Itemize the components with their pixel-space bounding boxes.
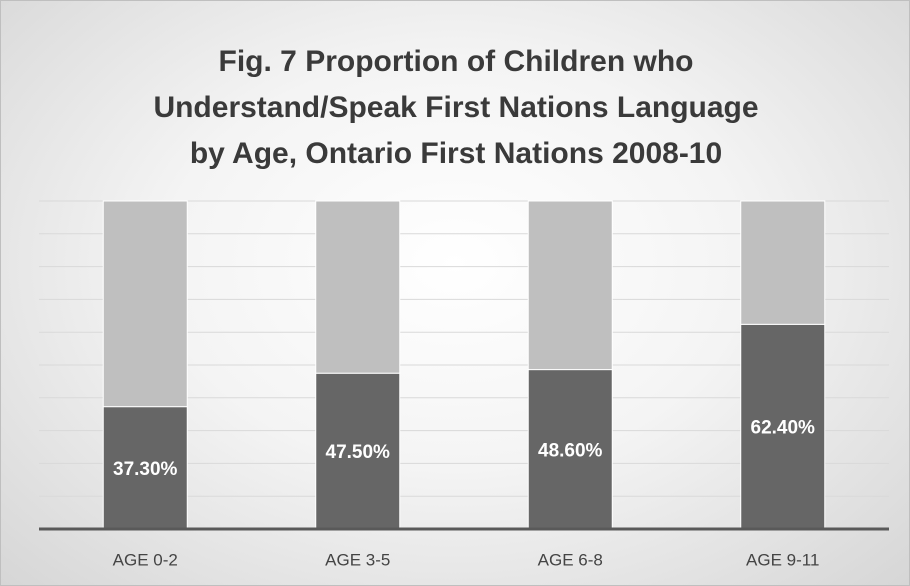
bar-segment bbox=[740, 323, 826, 530]
x-tick-label: AGE 6-8 bbox=[538, 550, 603, 569]
bar-segment bbox=[315, 200, 401, 374]
chart-title: Fig. 7 Proportion of Children who Unders… bbox=[153, 45, 759, 170]
data-label: 47.50% bbox=[326, 442, 391, 463]
data-label: 37.30% bbox=[113, 459, 178, 480]
bar-segment bbox=[527, 369, 613, 530]
bar-segment bbox=[102, 200, 188, 408]
data-label: 48.60% bbox=[538, 440, 603, 461]
bar-segment bbox=[527, 200, 613, 371]
bar-segment bbox=[740, 200, 826, 325]
bar-segment bbox=[315, 372, 401, 530]
x-tick-label: AGE 0-2 bbox=[113, 550, 178, 569]
bar-segment bbox=[102, 406, 188, 530]
x-tick-label: AGE 9-11 bbox=[746, 550, 819, 569]
x-tick-label: AGE 3-5 bbox=[325, 550, 390, 569]
data-label: 62.40% bbox=[751, 418, 816, 439]
